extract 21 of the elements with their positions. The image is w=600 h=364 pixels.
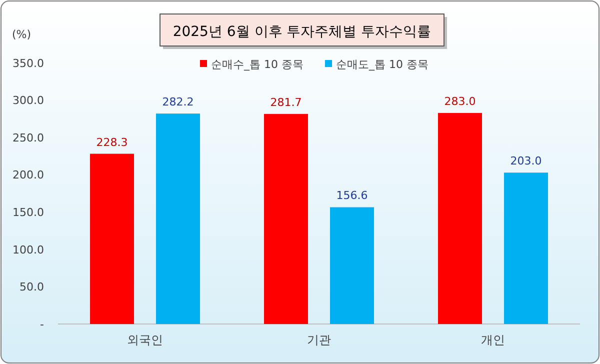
data-label: 156.6 bbox=[336, 189, 368, 202]
y-tick-label: 300.0 bbox=[12, 94, 44, 108]
y-tick-label: 50.0 bbox=[20, 280, 44, 294]
y-tick-label: 350.0 bbox=[12, 56, 44, 70]
legend-label: 순매도_톱 10 종목 bbox=[336, 58, 428, 71]
y-tick-label: 150.0 bbox=[12, 206, 44, 219]
data-label: 228.3 bbox=[96, 136, 128, 149]
data-label: 281.7 bbox=[270, 96, 302, 109]
y-tick-label: 200.0 bbox=[12, 168, 44, 182]
data-label: 203.0 bbox=[510, 154, 542, 168]
y-tick-label: - bbox=[40, 318, 44, 331]
y-tick-label: 250.0 bbox=[12, 131, 44, 144]
y-tick-label: 100.0 bbox=[12, 243, 44, 256]
data-label: 282.2 bbox=[162, 96, 194, 109]
y-axis-title: (%) bbox=[12, 28, 32, 41]
legend-label: 순매수_톱 10 종목 bbox=[211, 58, 304, 71]
x-tick-label: 개인 bbox=[481, 333, 505, 347]
chart-title: 2025년 6월 이후 투자주체별 투자수익률 bbox=[172, 24, 432, 40]
x-tick-label: 기관 bbox=[307, 333, 331, 347]
x-tick-label: 외국인 bbox=[127, 333, 163, 347]
data-label: 283.0 bbox=[444, 94, 476, 108]
